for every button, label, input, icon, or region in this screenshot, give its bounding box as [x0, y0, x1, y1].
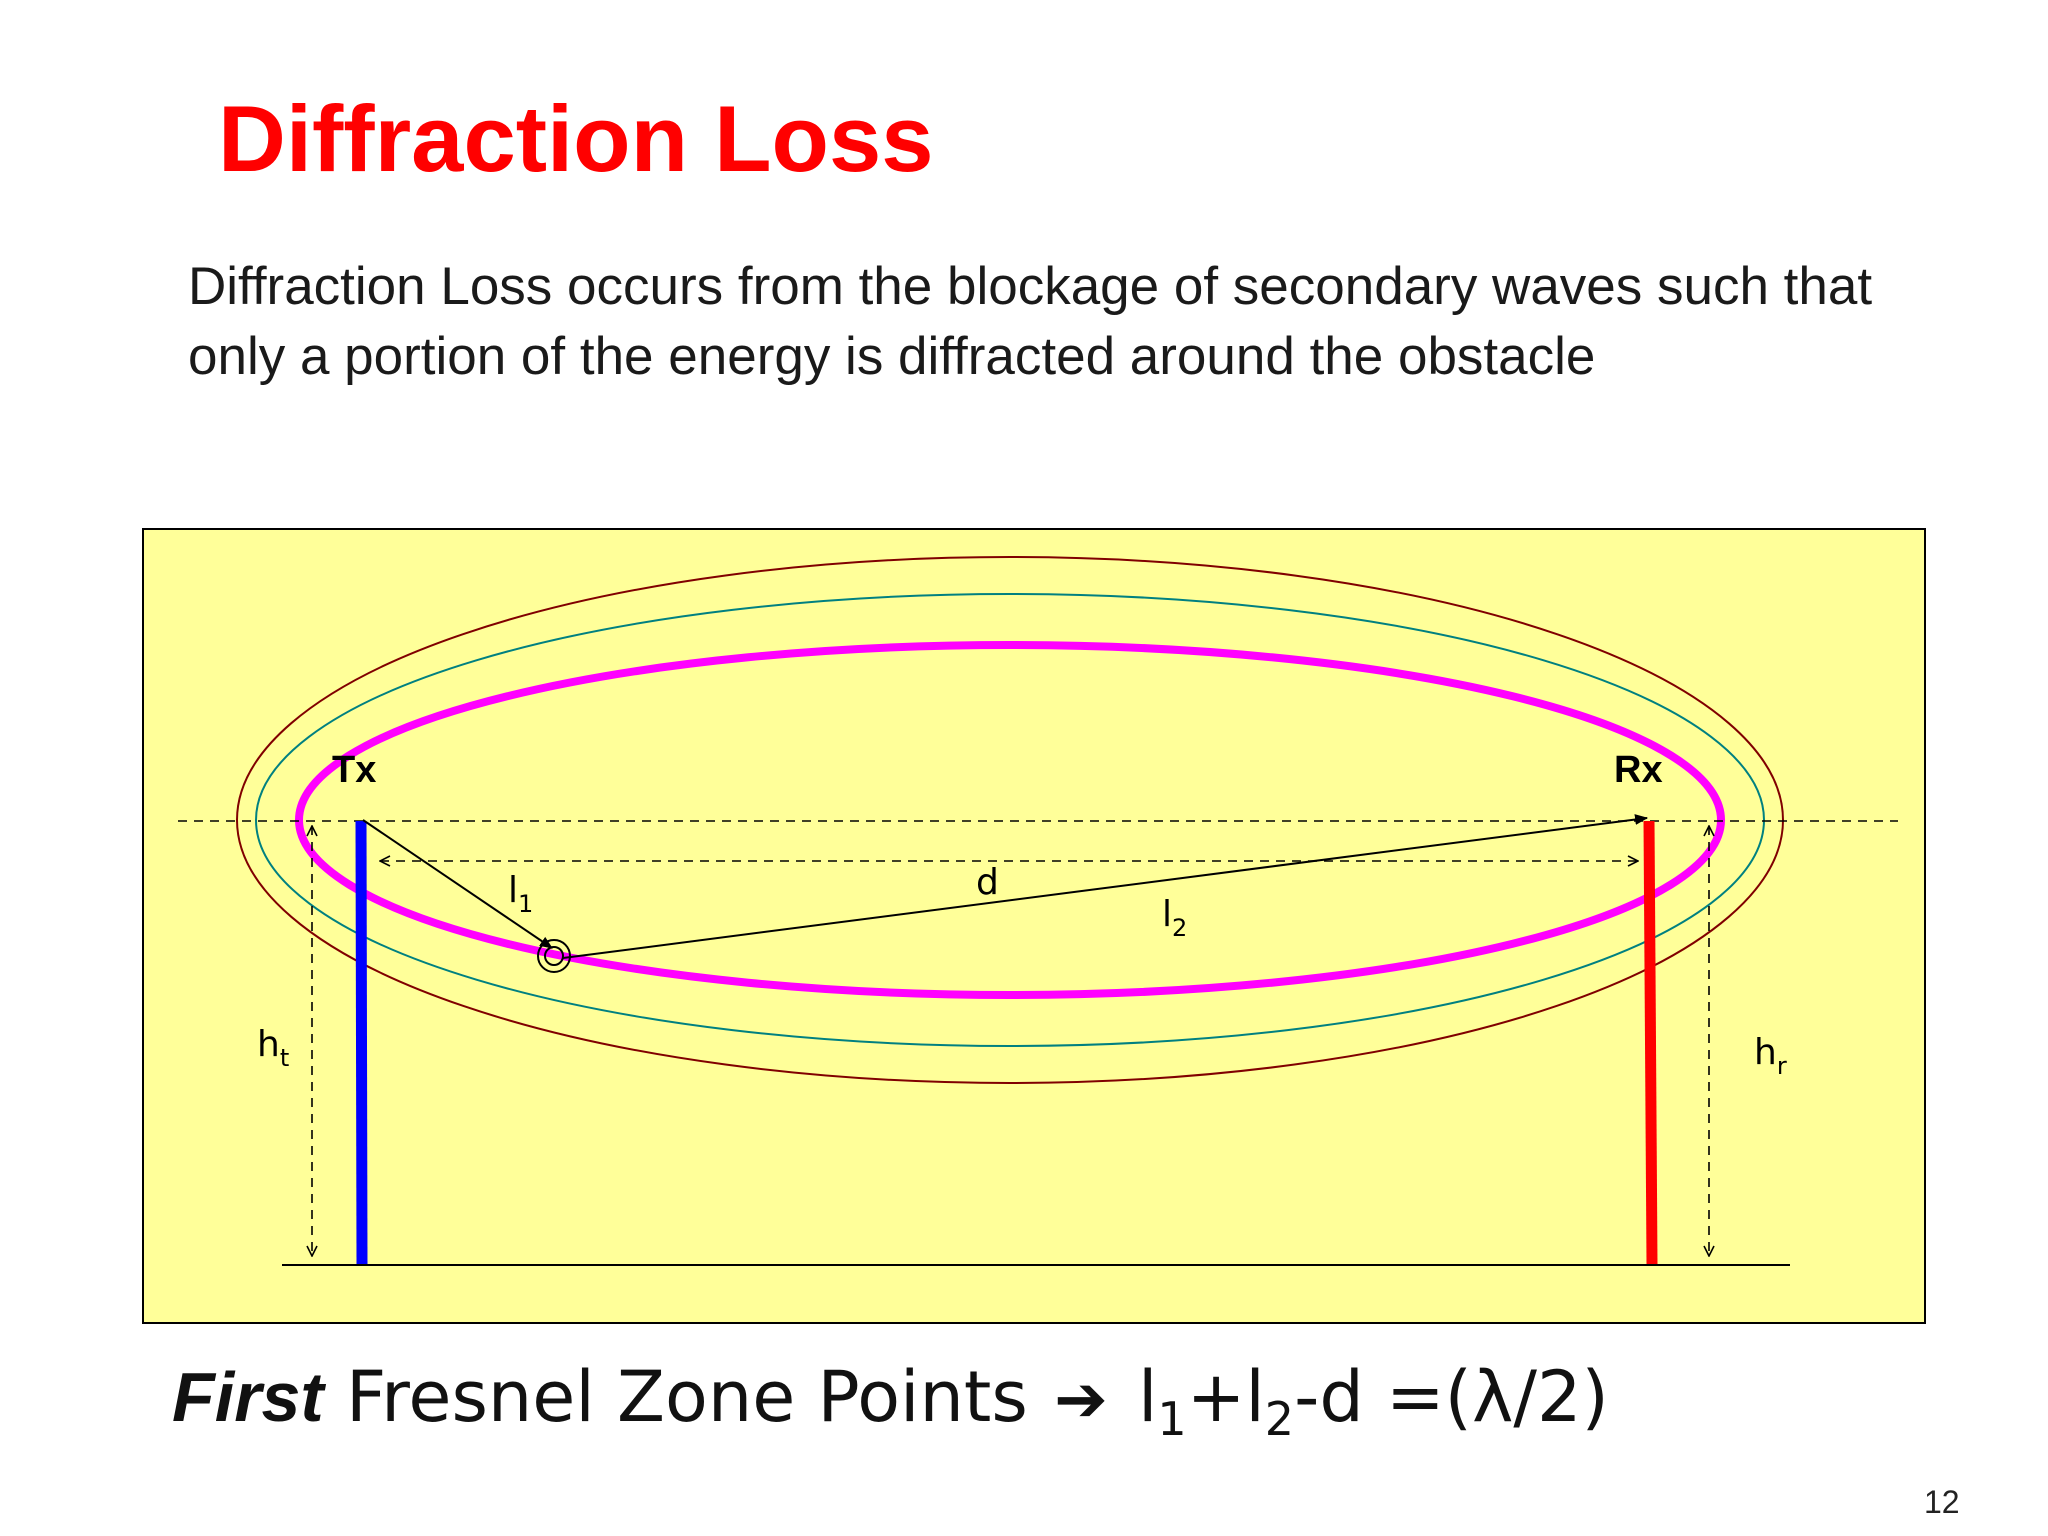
- path1-subscript: 1: [518, 890, 533, 918]
- rx-label: Rx: [1614, 749, 1663, 791]
- tx-height-letter: h: [257, 1024, 280, 1065]
- tx-height-subscript: t: [280, 1044, 289, 1072]
- third-fresnel-zone: [236, 556, 1784, 1084]
- formula-text: Fresnel Zone Points: [345, 1356, 1028, 1438]
- formula-l1-subscript: 1: [1157, 1392, 1187, 1446]
- slide-body-text: Diffraction Loss occurs from the blockag…: [188, 257, 1873, 386]
- formula-l2: l: [1245, 1356, 1265, 1438]
- tx-antenna: [355, 820, 368, 1265]
- path2-letter: l: [1162, 894, 1172, 935]
- fresnel-point-marker-inner: [544, 946, 564, 966]
- formula-rest: -d =(λ/2): [1294, 1356, 1609, 1438]
- fresnel-point-marker: [537, 939, 571, 973]
- rx-height-letter: h: [1754, 1032, 1777, 1073]
- formula-l1: l: [1137, 1356, 1158, 1438]
- tx-label: Tx: [332, 749, 376, 791]
- path1-letter: l: [508, 870, 518, 911]
- formula-plus: +: [1186, 1356, 1246, 1438]
- first-fresnel-zone: [295, 641, 1725, 999]
- formula-emphasis: First: [172, 1358, 324, 1436]
- tx-height-label: ht: [257, 1024, 289, 1072]
- path2-subscript: 2: [1172, 914, 1187, 942]
- path2-label: l2: [1162, 894, 1187, 942]
- fresnel-zone-diagram: Tx Rx d l1 l2 ht hr: [142, 528, 1926, 1324]
- second-fresnel-zone: [255, 593, 1765, 1047]
- path1-label: l1: [508, 870, 533, 918]
- path-l1: [362, 819, 553, 949]
- rx-height-label: hr: [1754, 1032, 1787, 1080]
- right-arrow-icon: ➔: [1054, 1363, 1108, 1437]
- slide-title: Diffraction Loss: [218, 86, 934, 191]
- fresnel-formula: First Fresnel Zone Points ➔ l1+l2-d =(λ/…: [172, 1362, 1609, 1442]
- rx-antenna: [1643, 820, 1658, 1265]
- rx-height-subscript: r: [1777, 1052, 1787, 1080]
- page-number: 12: [1924, 1484, 1960, 1520]
- path-l2: [562, 814, 1649, 959]
- formula-l2-subscript: 2: [1264, 1392, 1295, 1446]
- distance-label: d: [976, 862, 999, 903]
